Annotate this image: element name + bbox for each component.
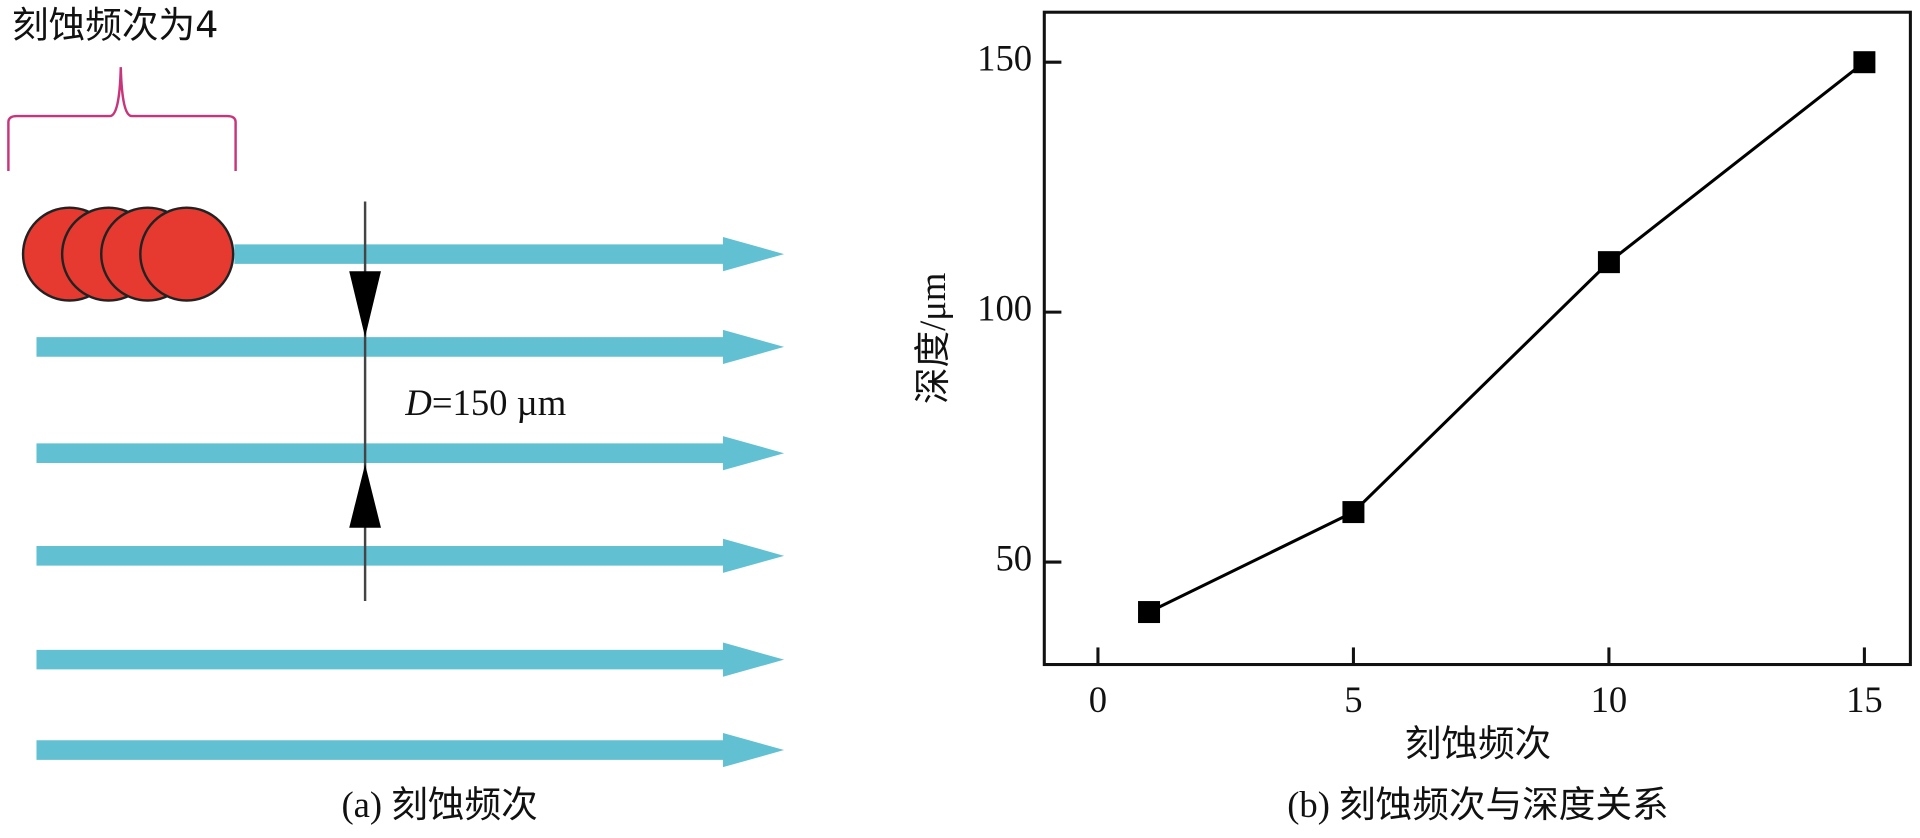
data-marker — [1853, 51, 1876, 74]
spacing-value: =150 µm — [432, 382, 566, 423]
caption: (a) 刻蚀频次 — [341, 784, 537, 825]
y-tick-label: 50 — [995, 537, 1032, 578]
data-marker — [1342, 501, 1365, 524]
scan-arrow — [234, 236, 785, 272]
scan-arrow — [36, 642, 785, 677]
x-tick-label: 0 — [1089, 679, 1107, 720]
scan-arrow — [36, 329, 785, 365]
x-axis-label: 刻蚀频次 — [1405, 723, 1552, 764]
caption: (b) 刻蚀频次与深度关系 — [1287, 784, 1668, 825]
x-tick-label: 15 — [1846, 679, 1883, 720]
data-marker — [1138, 601, 1161, 624]
dimension-arrow — [349, 271, 381, 338]
data-marker — [1597, 251, 1620, 274]
y-tick-label: 150 — [977, 38, 1032, 79]
spacing-symbol: D — [404, 382, 431, 423]
brace — [7, 67, 237, 172]
chart: 刻蚀频次 深度/μm (b) 刻蚀频次与深度关系 0 5 10 15 50 100 150 — [912, 10, 1912, 825]
y-axis-label: 深度/μm — [912, 273, 953, 405]
y-tick-label: 100 — [977, 288, 1032, 329]
spacing-label: D=150 µm — [404, 382, 566, 423]
scan-arrow — [36, 436, 785, 471]
scan-arrow — [36, 732, 785, 768]
data-line — [1148, 60, 1866, 614]
dimension-arrow — [349, 464, 381, 528]
spot — [139, 206, 235, 302]
scan-arrow — [36, 538, 785, 573]
diagram: 刻蚀频次为4 D=150 µm (a) 刻蚀频次 — [7, 3, 785, 825]
plot-frame — [1042, 10, 1912, 667]
x-tick-label: 5 — [1344, 679, 1362, 720]
brace-label: 刻蚀频次为4 — [12, 3, 218, 46]
laser-spots — [21, 206, 235, 302]
x-tick-label: 10 — [1591, 679, 1628, 720]
scan-lines — [36, 236, 785, 768]
